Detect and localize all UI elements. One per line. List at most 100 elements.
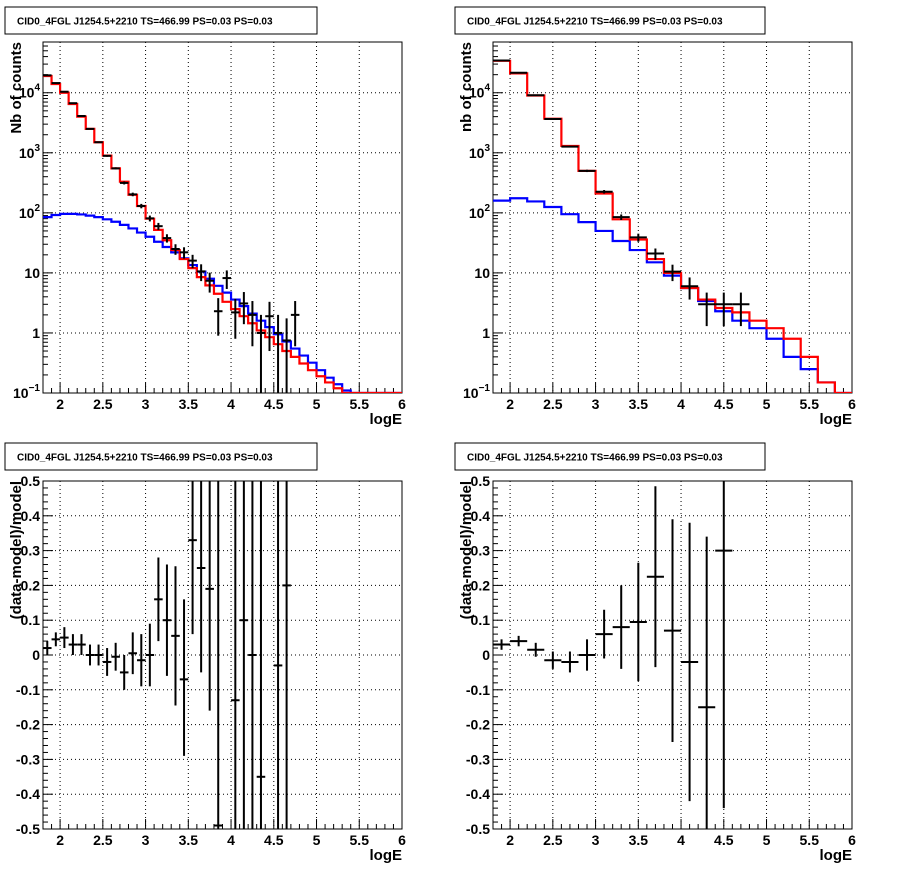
- x-tick-label: 6: [848, 832, 856, 848]
- x-tick-label: 5: [313, 396, 321, 412]
- data-point: [629, 562, 647, 682]
- data-point: [179, 599, 189, 756]
- x-tick-label: 5.5: [350, 396, 370, 412]
- data-point: [205, 272, 214, 293]
- data-point: [595, 190, 613, 194]
- x-tick-label: 5: [763, 396, 771, 412]
- data-point: [265, 301, 274, 352]
- x-tick-label: 2: [506, 396, 514, 412]
- data-point: [544, 651, 562, 669]
- chart-title: CID0_4FGL J1254.5+2210 TS=466.99 PS=0.03…: [467, 453, 723, 464]
- title-box: [4, 442, 318, 471]
- x-tick-label: 3: [592, 832, 600, 848]
- y-tick-mantissa: 10: [19, 205, 35, 221]
- data-point: [171, 244, 180, 255]
- data-point: [715, 292, 733, 327]
- data-point: [77, 115, 86, 118]
- y-tick-label: 0: [32, 647, 40, 663]
- y-tick-label: 103: [19, 143, 41, 161]
- data-point: [290, 301, 300, 347]
- y-tick-exponent: 3: [484, 143, 490, 154]
- data-point: [188, 481, 197, 635]
- x-tick-label: 2.5: [543, 832, 563, 848]
- y-tick-mantissa: 10: [13, 385, 29, 401]
- x-tick-label: 5: [763, 832, 771, 848]
- data-point: [102, 154, 112, 157]
- y-tick-label: 1: [482, 325, 490, 341]
- data-point: [137, 634, 146, 687]
- data-point: [60, 627, 69, 649]
- data-point: [205, 481, 214, 711]
- data-point: [681, 522, 699, 802]
- y-tick-label: 0.1: [471, 612, 491, 628]
- x-tick-label: 2: [56, 832, 64, 848]
- axis-ticks: [492, 480, 853, 830]
- x-tick-label: 4.5: [264, 396, 284, 412]
- data-point: [231, 481, 240, 829]
- x-tick-label: 6: [398, 396, 406, 412]
- y-tick-mantissa: 1: [32, 325, 40, 341]
- x-tick-label: 6: [848, 396, 856, 412]
- data-point: [527, 94, 545, 97]
- y-tick-label: 10−1: [463, 383, 490, 401]
- x-tick-label: 2: [506, 832, 514, 848]
- x-tick-label: 2: [56, 396, 64, 412]
- y-tick-label: -0.4: [466, 786, 490, 802]
- y-tick-label: -0.5: [16, 821, 40, 837]
- data-point: [60, 90, 69, 93]
- y-tick-label: 0: [482, 647, 490, 663]
- data-point: [732, 292, 750, 327]
- data-point: [561, 145, 579, 148]
- y-tick-mantissa: 10: [469, 205, 485, 221]
- y-tick-label: 102: [19, 203, 41, 221]
- x-tick-label: 4.5: [714, 832, 734, 848]
- y-tick-exponent: −1: [29, 383, 41, 394]
- data-point: [154, 222, 163, 230]
- data-point: [561, 651, 579, 673]
- data-point: [612, 585, 630, 669]
- grid: [493, 42, 853, 394]
- y-tick-exponent: 4: [34, 83, 40, 94]
- data-point: [256, 481, 266, 829]
- data-point: [94, 141, 103, 144]
- x-axis-label: logE: [820, 847, 853, 864]
- y-tick-label: -0.3: [466, 751, 490, 767]
- data-point: [681, 277, 699, 300]
- y-tick-label: 10: [474, 265, 490, 281]
- data-point: [51, 632, 61, 647]
- data-point: [196, 481, 206, 673]
- y-axis-label: (data-model)/model: [8, 481, 25, 619]
- y-tick-mantissa: 10: [24, 265, 40, 281]
- data-point: [646, 486, 664, 668]
- data-point: [222, 270, 232, 289]
- title-box: [454, 6, 766, 35]
- y-tick-label: 1: [32, 325, 40, 341]
- series-line-total-model: [493, 59, 852, 393]
- title-box: [4, 6, 318, 35]
- y-axis-label: (data-model)/model: [458, 481, 475, 619]
- data-point: [273, 481, 283, 829]
- x-tick-label: 3.5: [179, 832, 199, 848]
- data-point: [128, 632, 138, 675]
- data-point: [85, 127, 95, 130]
- data-point: [162, 234, 172, 243]
- data-point: [698, 536, 716, 829]
- x-tick-label: 5.5: [800, 396, 820, 412]
- y-tick-mantissa: 10: [19, 145, 35, 161]
- data-point: [111, 167, 120, 170]
- data-point: [663, 264, 682, 282]
- x-tick-label: 3.5: [179, 396, 199, 412]
- x-axis-label: logE: [820, 411, 853, 428]
- x-tick-label: 2.5: [543, 396, 563, 412]
- data-point: [595, 609, 613, 659]
- data-point: [162, 564, 172, 676]
- chart-title: CID0_4FGL J1254.5+2210 TS=466.99 PS=0.03…: [17, 17, 273, 28]
- x-tick-label: 4: [677, 832, 685, 848]
- data-point: [578, 639, 596, 671]
- x-tick-label: 4: [227, 832, 235, 848]
- x-tick-label: 3.5: [629, 396, 649, 412]
- data-point: [119, 655, 129, 690]
- x-axis-label: logE: [370, 847, 403, 864]
- y-tick-exponent: 2: [484, 203, 490, 214]
